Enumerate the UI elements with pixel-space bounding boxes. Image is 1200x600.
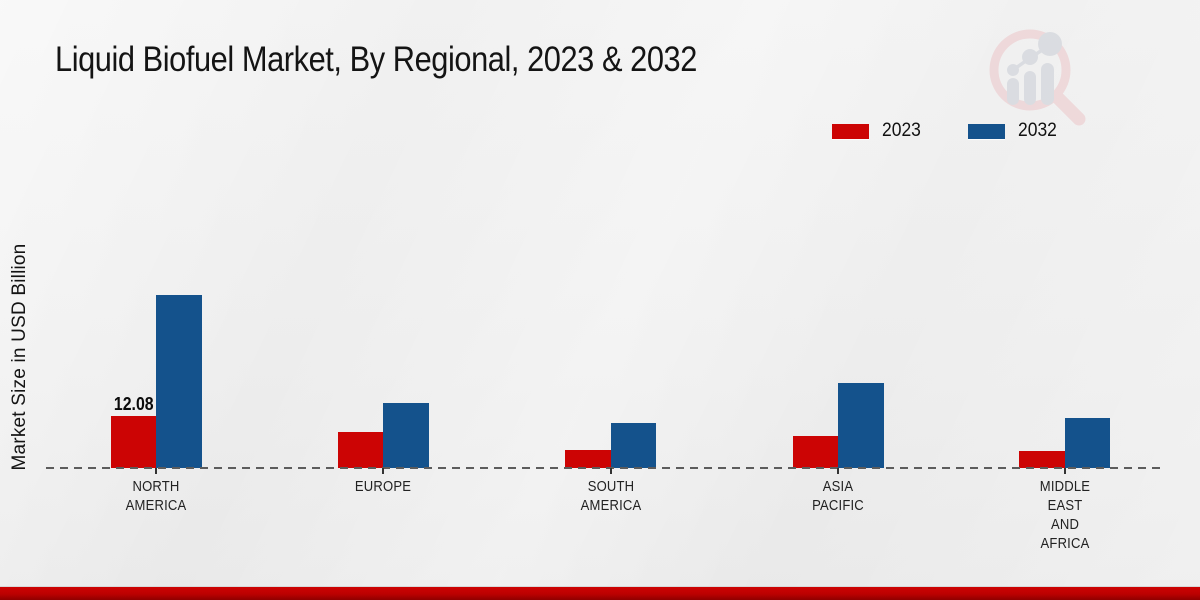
footer-red-stripe — [0, 586, 1200, 600]
legend-item-2032: 2032 — [968, 120, 1060, 142]
bar-2032-europe — [383, 403, 429, 468]
legend-label: 2032 — [1018, 120, 1058, 141]
legend-item-2023: 2023 — [832, 120, 924, 142]
legend-swatch-2023 — [832, 123, 869, 139]
category-label-north-america: NORTH AMERICA — [125, 479, 187, 514]
bar-2023-europe — [337, 432, 383, 468]
axis-tick-south-america — [609, 468, 612, 474]
category-label-europe: EUROPE — [354, 479, 412, 495]
axis-tick-north-america — [155, 468, 157, 474]
category-label-asia-pacific: ASIA PACIFIC — [812, 479, 864, 514]
x-axis-baseline — [46, 467, 1160, 469]
legend-swatch-2032 — [968, 123, 1006, 139]
bar-2023-asia-pacific — [792, 436, 838, 468]
axis-tick-asia-pacific — [837, 468, 839, 474]
axis-tick-middle-east-and-africa — [1063, 468, 1066, 474]
chart-title: Liquid Biofuel Market, By Regional, 2023… — [55, 40, 697, 79]
data-label-2023-north-america: 12.08 — [113, 394, 154, 414]
axis-tick-europe — [382, 468, 384, 474]
legend: 2023 2032 — [832, 120, 1061, 142]
magnifier-bar-chart-logo-icon — [989, 29, 1086, 126]
bar-2032-south-america — [610, 423, 656, 468]
bar-2032-north-america — [156, 295, 202, 468]
category-label-south-america: SOUTH AMERICA — [580, 479, 641, 514]
bar-2032-asia-pacific — [838, 383, 884, 468]
category-label-middle-east-and-africa: MIDDLE EAST AND AFRICA — [1039, 479, 1090, 552]
bar-2032-middle-east-and-africa — [1064, 418, 1110, 468]
legend-label: 2023 — [882, 120, 921, 141]
bar-2023-north-america — [110, 416, 156, 468]
bar-2023-south-america — [565, 450, 611, 468]
bar-2023-middle-east-and-africa — [1019, 451, 1065, 468]
